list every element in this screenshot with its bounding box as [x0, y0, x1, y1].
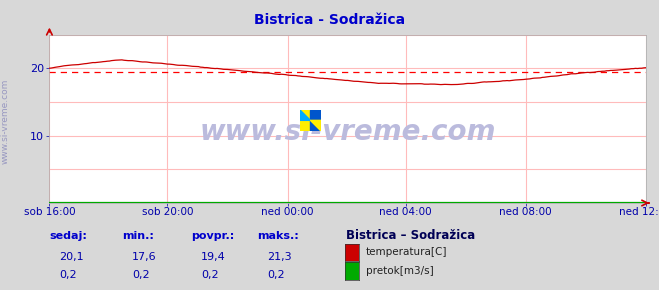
- Text: pretok[m3/s]: pretok[m3/s]: [366, 266, 434, 276]
- Text: 17,6: 17,6: [132, 251, 156, 262]
- Bar: [300, 110, 310, 131]
- Polygon shape: [300, 110, 310, 120]
- Text: maks.:: maks.:: [257, 231, 299, 241]
- Text: 0,2: 0,2: [201, 270, 219, 280]
- Polygon shape: [310, 120, 321, 131]
- Bar: [310, 110, 321, 131]
- Text: 0,2: 0,2: [267, 270, 285, 280]
- Text: sedaj:: sedaj:: [49, 231, 87, 241]
- Text: 0,2: 0,2: [132, 270, 150, 280]
- Text: Bistrica - Sodražica: Bistrica - Sodražica: [254, 13, 405, 27]
- Text: 20,1: 20,1: [59, 251, 84, 262]
- Text: www.si-vreme.com: www.si-vreme.com: [1, 79, 10, 164]
- Text: min.:: min.:: [122, 231, 154, 241]
- Text: temperatura[C]: temperatura[C]: [366, 247, 447, 257]
- Text: 19,4: 19,4: [201, 251, 226, 262]
- Text: 0,2: 0,2: [59, 270, 77, 280]
- Text: Bistrica – Sodražica: Bistrica – Sodražica: [346, 229, 475, 242]
- Text: povpr.:: povpr.:: [191, 231, 235, 241]
- Text: 21,3: 21,3: [267, 251, 291, 262]
- Text: www.si-vreme.com: www.si-vreme.com: [200, 118, 496, 146]
